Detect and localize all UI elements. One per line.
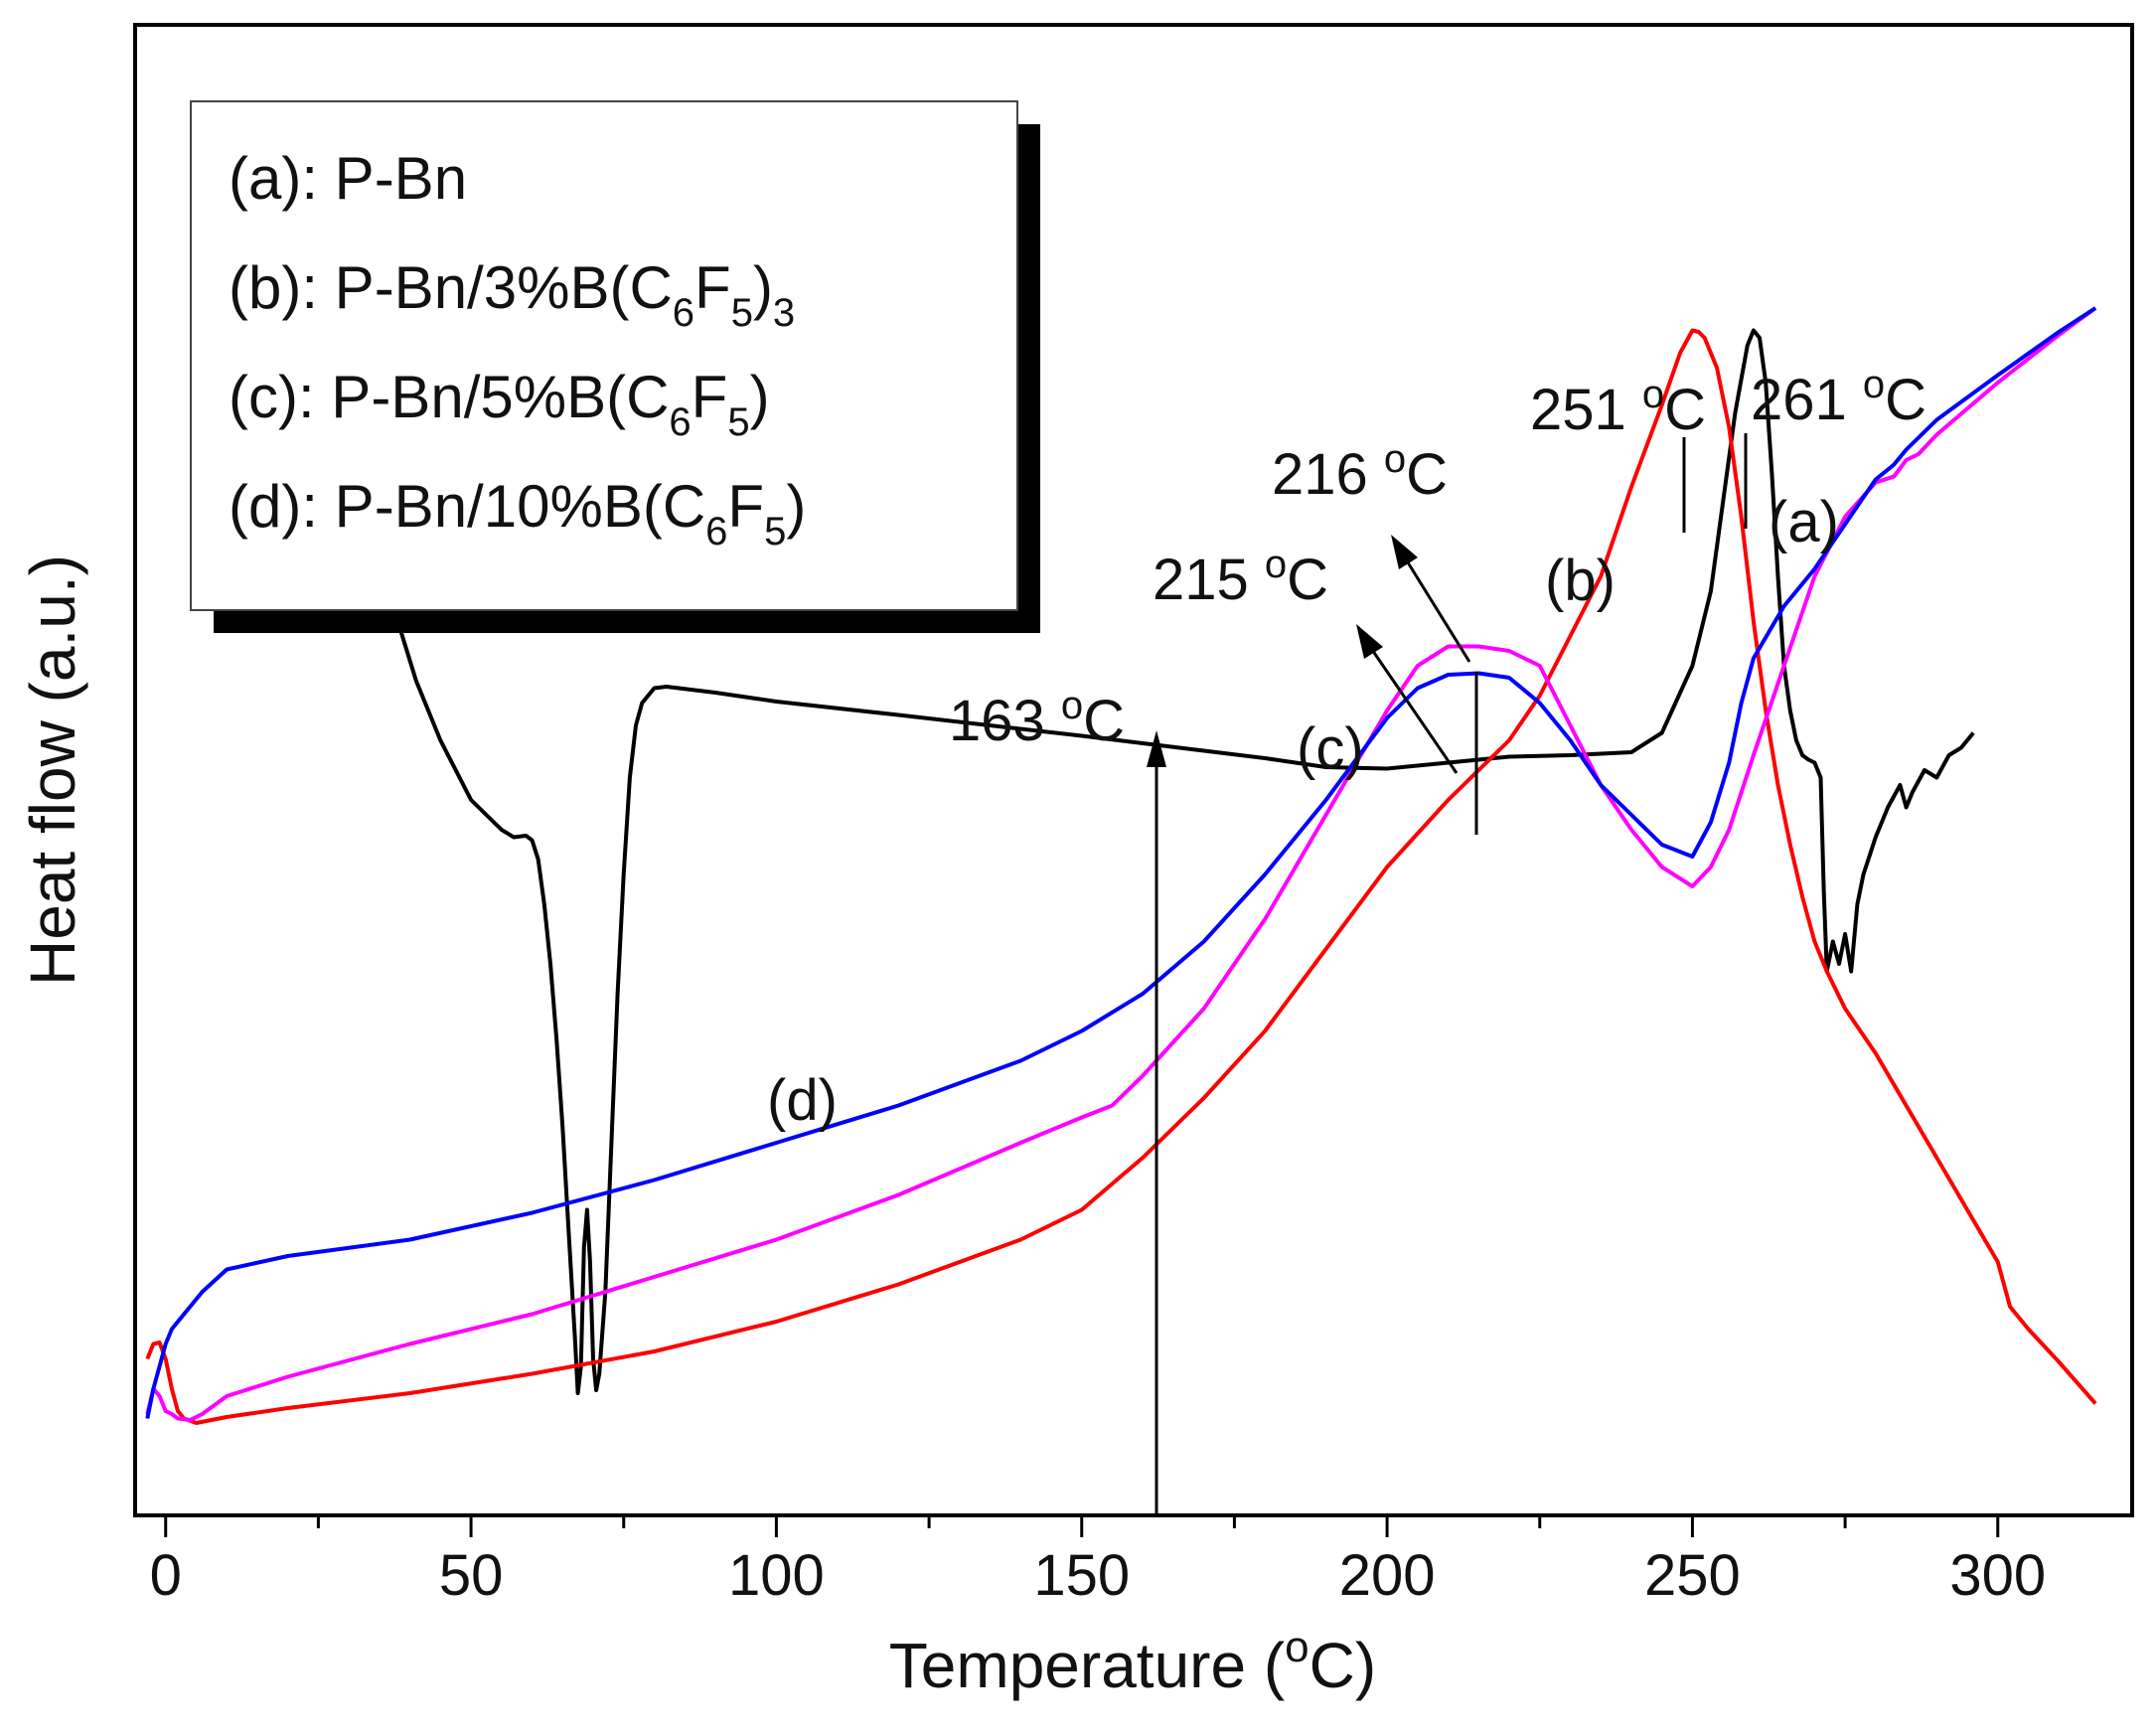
arrow-215-head [1356,624,1383,659]
annotation-215: 215 oC [1153,543,1328,612]
legend: (a): P-Bn (b): P-Bn/3%B(C6F5)3 (c): P-Bn… [190,100,1040,633]
curve-label-c: (c) [1297,716,1364,781]
x-tick-label-150: 150 [1033,1543,1130,1608]
x-tick-label-0: 0 [150,1543,182,1608]
legend-entry-b: (b): P-Bn/3%B(C6F5)3 [229,254,795,335]
y-axis-title: Heat flow (a.u.) [17,554,88,986]
legend-box [190,100,1018,611]
annotation-216: 216 oC [1272,437,1448,507]
series-line-b [145,328,2097,1425]
arrow-216-head [1391,535,1418,569]
x-axis-title: Temperature (oC) [889,1623,1376,1701]
legend-entry-d: (d): P-Bn/10%B(C6F5) [229,473,806,553]
plot-frame [133,23,2134,1517]
annotation-261: 261 oC [1751,363,1926,432]
annotation-texts: 261 oC 251 oC 216 oC 215 oC 163 oC (a) (… [767,363,1926,1133]
legend-entry-a: (a): P-Bn [229,145,467,212]
x-tick-label-250: 250 [1644,1543,1741,1608]
x-tick-label-50: 50 [439,1543,504,1608]
x-axis-ticks: 0 50 100 150 200 250 300 [150,1515,2046,1608]
curve-label-d: (d) [767,1068,838,1133]
annotation-markers [1147,433,1748,1515]
annotation-251: 251 oC [1530,373,1706,442]
curve-label-a: (a) [1769,490,1839,554]
arrow-216-shaft [1401,553,1471,663]
legend-entry-c: (c): P-Bn/5%B(C6F5) [229,364,770,444]
series-line-a [347,143,1975,1395]
x-tick-label-100: 100 [728,1543,825,1608]
x-tick-label-300: 300 [1949,1543,2046,1608]
series-line-c [145,306,2097,1422]
arrow-163-head [1147,730,1166,767]
curve-label-b: (b) [1545,549,1616,613]
annotation-163: 163 oC [949,684,1125,753]
arrow-215-shaft [1366,643,1459,774]
series-layer [145,143,2097,1425]
series-line-d [145,306,2097,1419]
x-tick-label-200: 200 [1339,1543,1436,1608]
